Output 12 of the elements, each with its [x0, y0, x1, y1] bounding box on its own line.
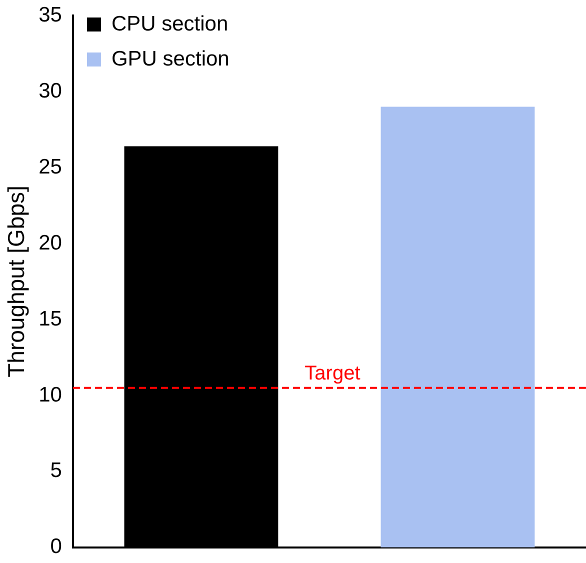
y-tick-label: 30 [38, 79, 62, 102]
y-tick-label: 25 [38, 155, 62, 178]
y-tick-label: 20 [38, 231, 62, 254]
y-axis-title: Throughput [Gbps] [3, 186, 30, 378]
y-tick-label: 5 [50, 459, 62, 482]
legend-label: CPU section [111, 12, 228, 36]
legend-label: GPU section [111, 47, 230, 70]
ref-line-label: Target [304, 362, 361, 384]
y-tick-label: 0 [50, 535, 62, 558]
y-tick-label: 10 [38, 383, 62, 406]
y-tick-label: 15 [38, 307, 62, 330]
y-tick-label: 35 [38, 3, 62, 26]
